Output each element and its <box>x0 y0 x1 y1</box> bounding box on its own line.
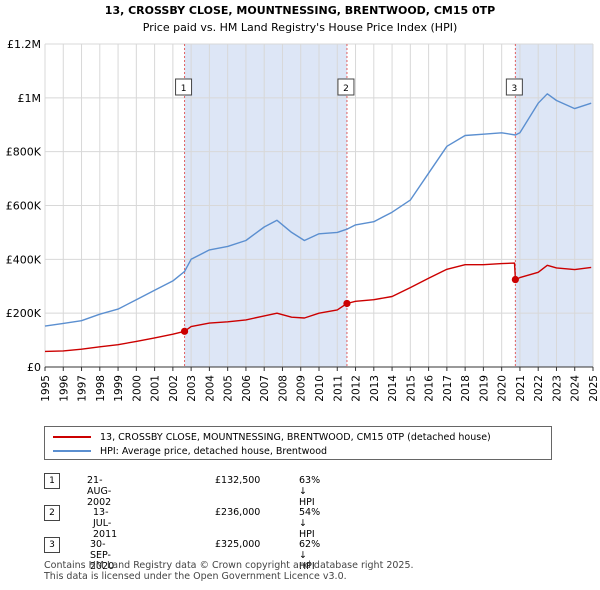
transaction-marker: 3 <box>505 78 523 96</box>
legend-item-hpi: HPI: Average price, detached house, Bren… <box>53 444 327 458</box>
x-tick-label: 2010 <box>314 375 326 402</box>
price-chart: 1 2 3 £0 £200K £400K £600K £800K £1M £1.2M 1995 19… <box>6 4 600 402</box>
x-tick-label: 2004 <box>204 375 216 402</box>
x-tick-label: 1998 <box>95 375 107 402</box>
transaction-marker-box <box>505 78 523 96</box>
legend-item-property: 13, CROSSBY CLOSE, MOUNTNESSING, BRENTWO… <box>53 430 491 444</box>
transaction-number: 2 <box>44 505 60 521</box>
transaction-number: 1 <box>44 473 60 489</box>
x-tick-label: 2023 <box>551 375 563 402</box>
y-tick-label: £600K <box>6 200 42 213</box>
x-tick-label: 2015 <box>405 375 417 402</box>
x-tick-label: 2009 <box>296 375 308 402</box>
footer-licence: This data is licensed under the Open Gov… <box>44 571 347 582</box>
y-tick-label: £1.2M <box>7 38 41 51</box>
x-tick-label: 2006 <box>241 375 253 402</box>
transaction-marker-label: 1 <box>181 84 187 94</box>
chart-subtitle: Price paid vs. HM Land Registry's House … <box>143 21 458 34</box>
x-tick-label: 1995 <box>40 375 52 402</box>
footer: Contains HM Land Registry data © Crown c… <box>44 560 414 582</box>
legend-swatch-hpi <box>53 450 91 452</box>
transaction-point <box>511 275 519 284</box>
x-tick-label: 2014 <box>387 375 399 402</box>
transaction-marker-label: 2 <box>343 84 349 94</box>
legend-label-property: 13, CROSSBY CLOSE, MOUNTNESSING, BRENTWO… <box>100 431 491 443</box>
transaction-marker: 1 <box>175 78 193 96</box>
transaction-date: 21-AUG-2002 <box>87 475 112 508</box>
x-tick-label: 2017 <box>442 375 454 402</box>
transaction-marker-box <box>337 78 355 96</box>
transaction-hpi-diff: 54% ↓ HPI <box>299 507 321 540</box>
x-tick-label: 2019 <box>478 375 490 402</box>
x-tick-label: 2024 <box>570 375 582 402</box>
x-tick-label: 2003 <box>186 375 198 402</box>
y-tick-label: £800K <box>6 146 42 159</box>
x-tick-label: 2008 <box>277 375 289 402</box>
transaction-marker: 2 <box>337 78 355 96</box>
chart-title: 13, CROSSBY CLOSE, MOUNTNESSING, BRENTWO… <box>105 4 495 17</box>
legend-swatch-property <box>53 436 91 438</box>
x-tick-label: 1996 <box>58 375 70 402</box>
x-tick-label: 2021 <box>515 375 527 402</box>
footer-copyright: Contains HM Land Registry data © Crown c… <box>44 560 414 571</box>
transaction-price: £325,000 <box>215 539 261 550</box>
x-tick-label: 1999 <box>113 375 125 402</box>
transaction-number: 3 <box>44 537 60 553</box>
y-tick-label: £0 <box>27 361 41 374</box>
x-tick-label: 2022 <box>533 375 545 402</box>
x-tick-label: 2018 <box>460 375 472 402</box>
x-tick-label: 2005 <box>223 375 235 402</box>
transaction-marker-label: 3 <box>511 84 517 94</box>
transaction-marker-box <box>175 78 193 96</box>
transaction-date: 30-SEP-2020 <box>90 539 115 572</box>
transaction-price: £236,000 <box>215 507 261 518</box>
x-tick-label: 2012 <box>351 375 363 402</box>
transaction-hpi-diff: 63% ↓ HPI <box>299 475 321 508</box>
transaction-price: £132,500 <box>215 475 261 486</box>
y-tick-label: £200K <box>6 307 42 320</box>
x-tick-label: 2025 <box>588 375 600 402</box>
transaction-point <box>180 327 189 335</box>
x-tick-label: 2001 <box>150 375 162 402</box>
transaction-point <box>343 299 351 308</box>
x-tick-label: 2002 <box>168 375 180 402</box>
legend: 13, CROSSBY CLOSE, MOUNTNESSING, BRENTWO… <box>44 426 552 460</box>
y-tick-label: £400K <box>6 253 42 266</box>
x-tick-label: 1997 <box>77 375 89 402</box>
x-tick-label: 2020 <box>497 375 509 402</box>
x-tick-label: 2011 <box>332 375 344 402</box>
transaction-hpi-diff: 62% ↓ HPI <box>299 539 321 572</box>
x-tick-label: 2007 <box>259 375 271 402</box>
y-tick-label: £1M <box>18 92 42 105</box>
hpi-line <box>44 93 592 327</box>
transaction-date: 13-JUL-2011 <box>93 507 118 540</box>
x-tick-label: 2000 <box>131 375 143 402</box>
x-tick-label: 2016 <box>424 375 436 402</box>
x-tick-label: 2013 <box>369 375 381 402</box>
legend-label-hpi: HPI: Average price, detached house, Bren… <box>100 445 328 457</box>
